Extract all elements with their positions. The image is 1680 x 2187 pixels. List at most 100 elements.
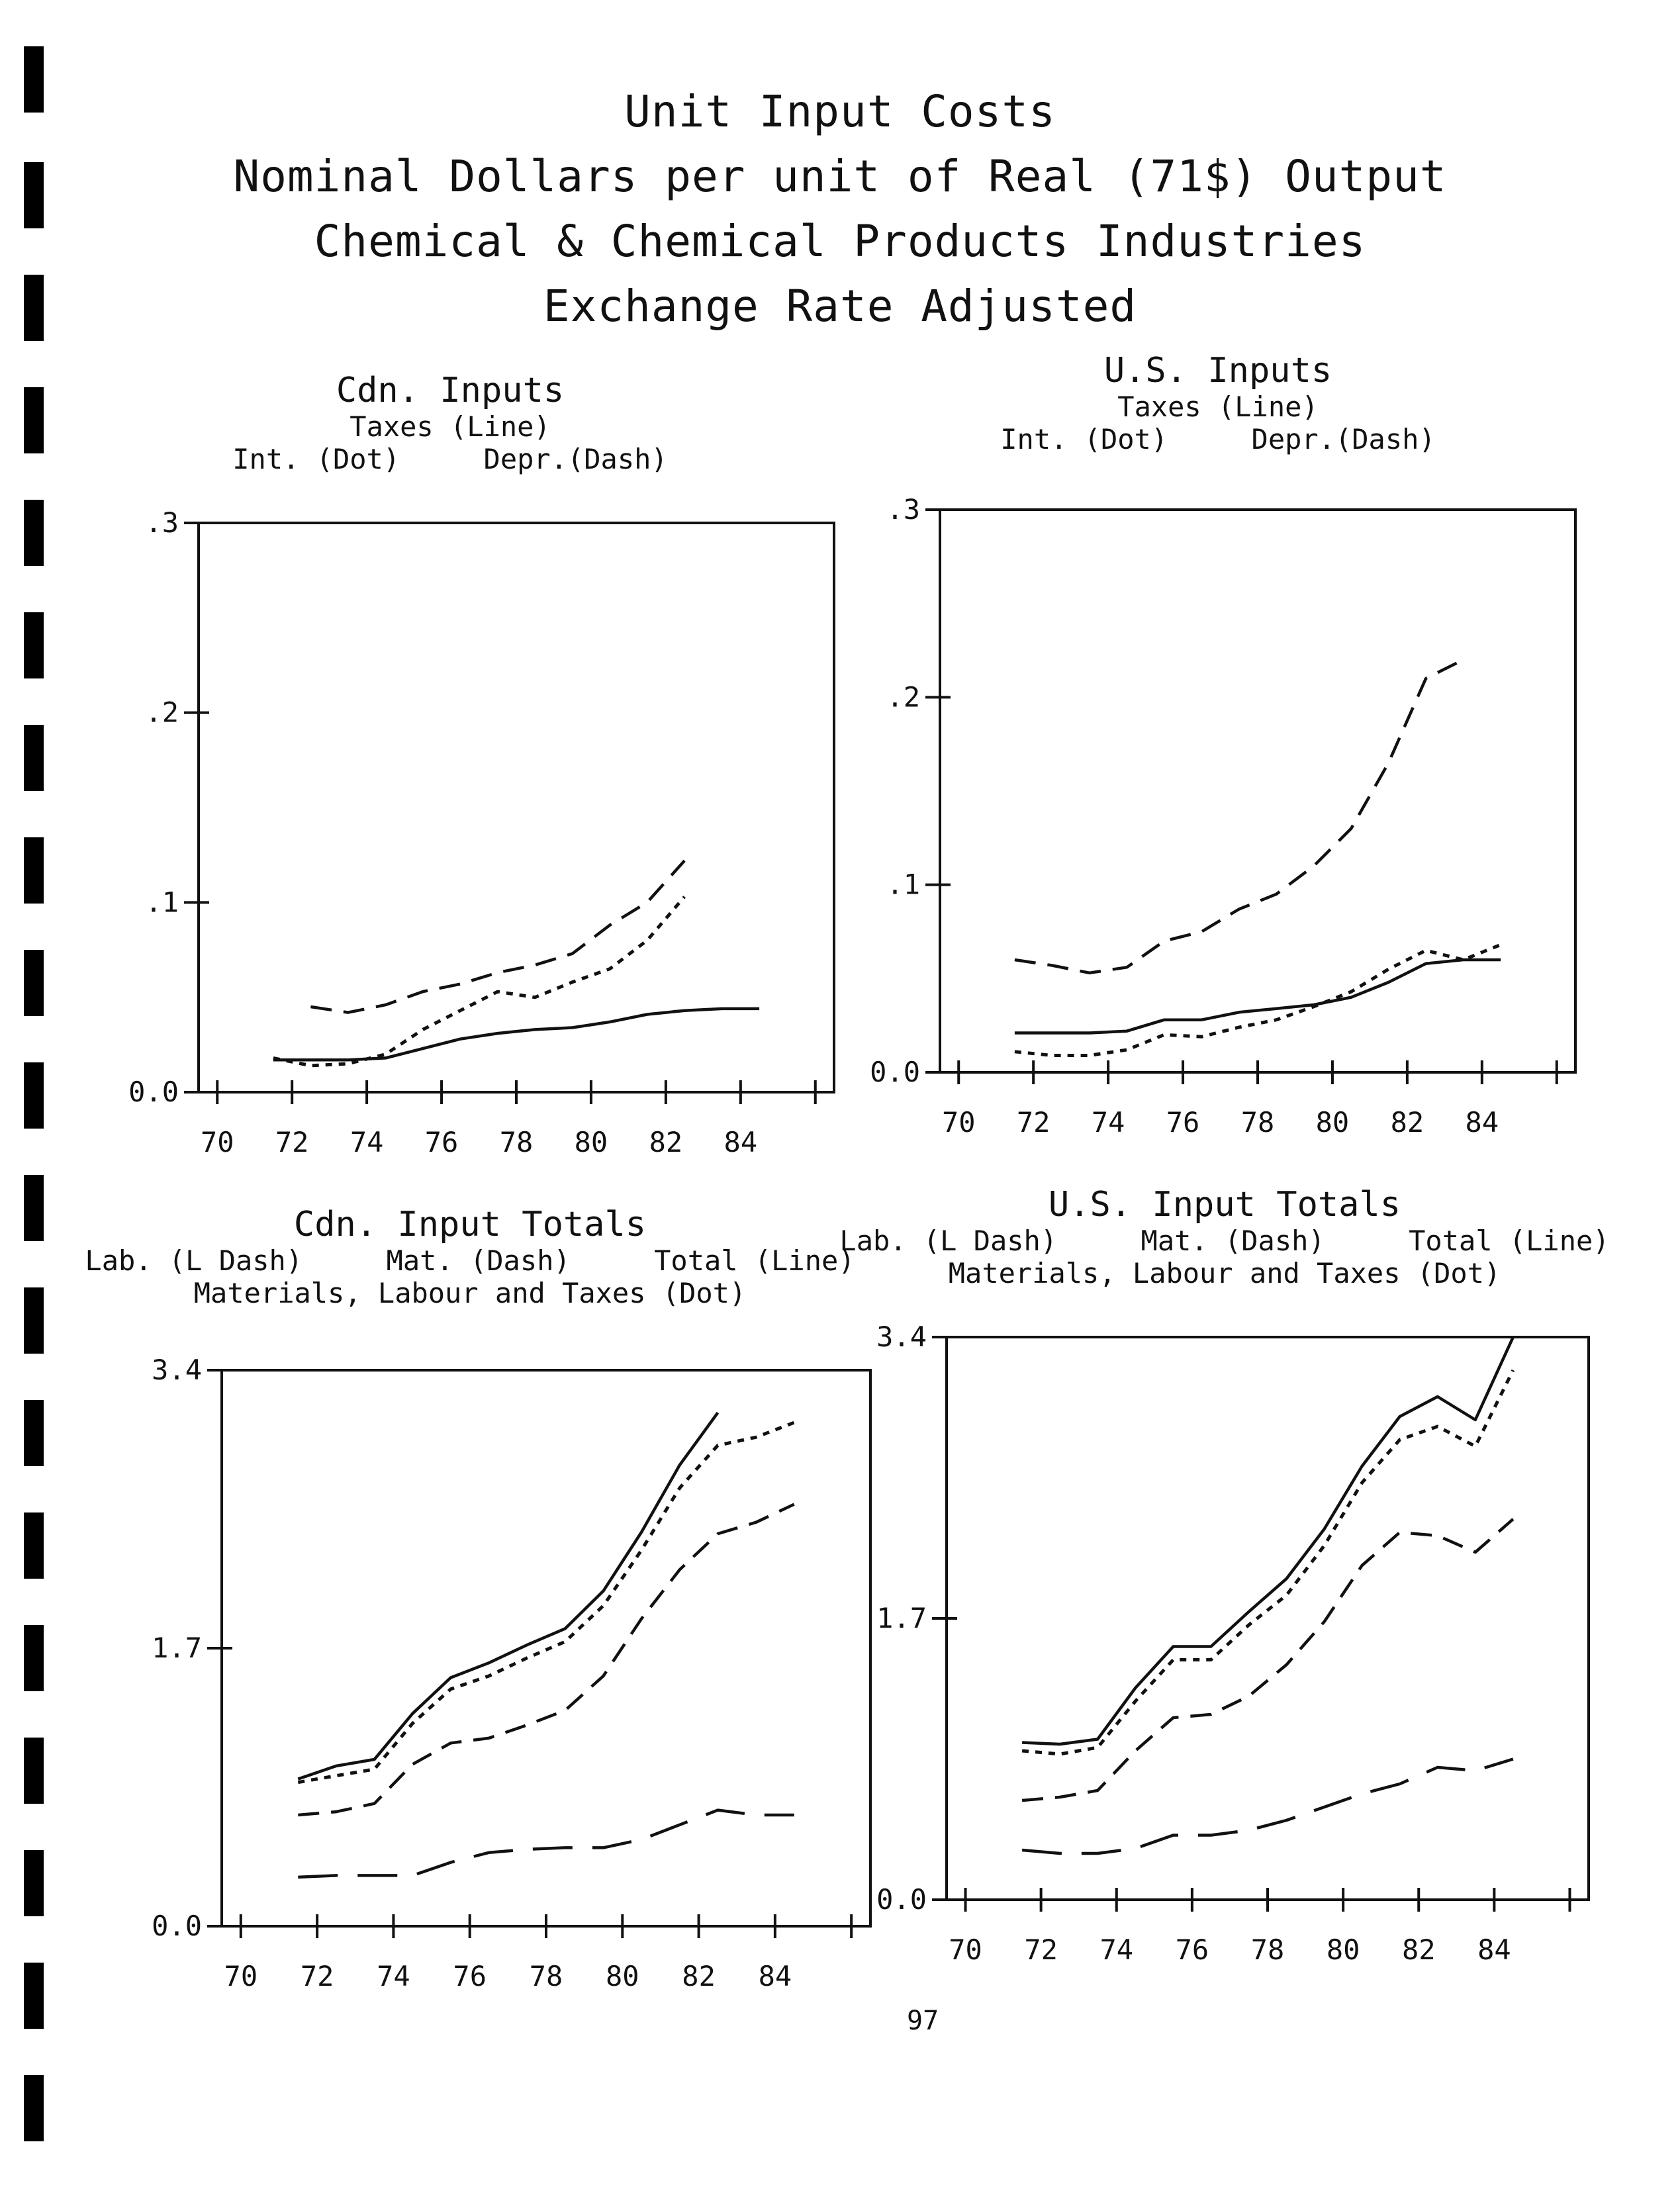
x-tick-label: 82 <box>1391 1106 1424 1139</box>
y-tick-label: 3.4 <box>876 1321 927 1353</box>
chart-title: Cdn. Input Totals <box>293 1205 647 1244</box>
y-tick-label: 1.7 <box>876 1602 927 1634</box>
title-line-4: Exchange Rate Adjusted <box>543 281 1137 332</box>
chart-title-block: Cdn. Inputs Taxes (Line) Int. (Dot) Depr… <box>60 371 841 475</box>
binding-mark <box>24 1175 44 1241</box>
chart-subtitle-1: Taxes (Line) <box>1117 391 1319 423</box>
chart-title-block: Cdn. Input Totals Lab. (L Dash) Mat. (Da… <box>79 1205 861 1309</box>
title-line-2: Nominal Dollars per unit of Real (71$) O… <box>233 151 1447 202</box>
x-tick-label: 84 <box>1466 1106 1499 1139</box>
chart-plot-area: 70 72 74 76 78 80 82 84 0.0 .1 .2 .3 <box>870 493 1577 1139</box>
y-tick-label: .1 <box>145 886 179 918</box>
series-line-total-line <box>297 1411 720 1781</box>
chart-subtitle-1: Lab. (L Dash) Mat. (Dash) Total (Line) <box>839 1225 1610 1257</box>
x-tick-label: 76 <box>1166 1106 1200 1139</box>
x-tick-label: 78 <box>1241 1106 1275 1139</box>
x-tick-label: 80 <box>1327 1933 1360 1966</box>
chart-subtitle-2: Materials, Labour and Taxes (Dot) <box>948 1257 1501 1289</box>
binding-mark <box>24 2075 44 2141</box>
chart-plot-area: 70 72 74 76 78 80 82 84 0.0 1.7 3.4 <box>152 1354 872 1992</box>
chart-title-block: U.S. Inputs Taxes (Line) Int. (Dot) Depr… <box>827 351 1609 455</box>
x-tick-label: 70 <box>201 1126 234 1158</box>
y-tick-label: .3 <box>886 493 920 526</box>
x-tick-label: 74 <box>377 1960 410 1992</box>
x-tick-label: 78 <box>530 1960 563 1992</box>
series-line-depr-dash <box>310 859 686 1014</box>
binding-mark <box>24 1062 44 1129</box>
x-tick-label: 84 <box>1477 1933 1511 1966</box>
y-tick-label: .2 <box>145 696 179 729</box>
y-tick-label: .2 <box>886 680 920 713</box>
binding-mark <box>24 837 44 904</box>
x-tick-label: 70 <box>224 1960 258 1992</box>
chart-plot-area: 70 72 74 76 78 80 82 84 0.0 .1 .2 .3 <box>128 506 835 1158</box>
y-tick-label: .3 <box>145 506 179 539</box>
x-tick-label: 76 <box>425 1126 459 1158</box>
series-line-lab-l-dash <box>298 1808 794 1879</box>
x-tick-label: 80 <box>575 1126 608 1158</box>
y-tick-label: 0.0 <box>870 1056 920 1088</box>
x-tick-label: 80 <box>606 1960 639 1992</box>
y-tick-label: 1.7 <box>152 1632 202 1664</box>
chart-title: Cdn. Inputs <box>336 371 565 410</box>
x-tick-label: 82 <box>649 1126 683 1158</box>
chart-subtitle-1: Lab. (L Dash) Mat. (Dash) Total (Line) <box>85 1244 855 1277</box>
series-line-depr-dash <box>1014 658 1464 975</box>
x-tick-label: 76 <box>453 1960 487 1992</box>
binding-mark <box>24 46 44 113</box>
series-line-lab-l-dash <box>1021 1757 1514 1855</box>
chart-title: U.S. Inputs <box>1103 351 1332 391</box>
series-line-int-dot <box>1014 943 1502 1057</box>
series-line-taxes-line <box>1014 958 1501 1035</box>
x-tick-label: 74 <box>1092 1106 1125 1139</box>
chart-plot-area: 70 72 74 76 78 80 82 84 0.0 1.7 3.4 <box>876 1321 1590 1966</box>
x-tick-label: 70 <box>949 1933 982 1966</box>
page-number: 97 <box>907 2006 939 2036</box>
x-tick-label: 78 <box>1251 1933 1285 1966</box>
series-line-materials-labour-and-taxes-dot <box>297 1420 795 1785</box>
chart-subtitle-2: Int. (Dot) Depr.(Dash) <box>232 443 668 475</box>
y-tick-label: 0.0 <box>876 1883 927 1916</box>
chart-us-inputs: U.S. Inputs Taxes (Line) Int. (Dot) Depr… <box>841 344 1622 1205</box>
series-line-mat-dash <box>1021 1518 1515 1802</box>
x-tick-label: 72 <box>1017 1106 1050 1139</box>
chart-cdn-input-totals: Cdn. Input Totals Lab. (L Dash) Mat. (Da… <box>85 1191 900 2025</box>
title-line-1: Unit Input Costs <box>624 86 1056 137</box>
x-tick-label: 74 <box>350 1126 384 1158</box>
y-tick-label: 3.4 <box>152 1354 202 1386</box>
binding-mark <box>24 500 44 566</box>
binding-mark <box>24 1625 44 1691</box>
binding-mark <box>24 162 44 228</box>
x-tick-label: 74 <box>1099 1933 1133 1966</box>
chart-title: U.S. Input Totals <box>1048 1185 1401 1225</box>
x-tick-label: 84 <box>759 1960 792 1992</box>
x-tick-label: 70 <box>942 1106 976 1139</box>
x-tick-label: 72 <box>275 1126 309 1158</box>
plot-frame <box>945 1336 1590 1901</box>
binding-mark <box>24 1850 44 1916</box>
page-title: Unit Input Costs Nominal Dollars per uni… <box>0 79 1680 339</box>
binding-mark <box>24 1963 44 2029</box>
binding-mark <box>24 1400 44 1466</box>
chart-title-block: U.S. Input Totals Lab. (L Dash) Mat. (Da… <box>834 1185 1615 1289</box>
x-tick-label: 72 <box>301 1960 334 1992</box>
chart-us-input-totals: U.S. Input Totals Lab. (L Dash) Mat. (Da… <box>839 1178 1628 2012</box>
series-line-int-dot <box>273 896 686 1068</box>
series-line-total-line <box>1022 1336 1515 1746</box>
y-tick-label: .1 <box>886 868 920 901</box>
plot-frame <box>939 508 1577 1074</box>
y-tick-label: 0.0 <box>128 1076 179 1108</box>
binding-mark <box>24 1512 44 1579</box>
binding-mark <box>24 1738 44 1804</box>
x-tick-label: 82 <box>1402 1933 1436 1966</box>
chart-cdn-inputs: Cdn. Inputs Taxes (Line) Int. (Dot) Depr… <box>99 344 880 1205</box>
series-line-materials-labour-and-taxes-dot <box>1021 1369 1515 1756</box>
series-line-mat-dash <box>298 1503 795 1817</box>
chart-subtitle-2: Int. (Dot) Depr.(Dash) <box>1000 423 1436 455</box>
binding-mark <box>24 387 44 453</box>
series-line-taxes-line <box>273 1007 760 1062</box>
chart-subtitle-1: Taxes (Line) <box>350 410 551 443</box>
x-tick-label: 72 <box>1024 1933 1058 1966</box>
x-tick-label: 76 <box>1176 1933 1209 1966</box>
x-tick-label: 80 <box>1316 1106 1350 1139</box>
